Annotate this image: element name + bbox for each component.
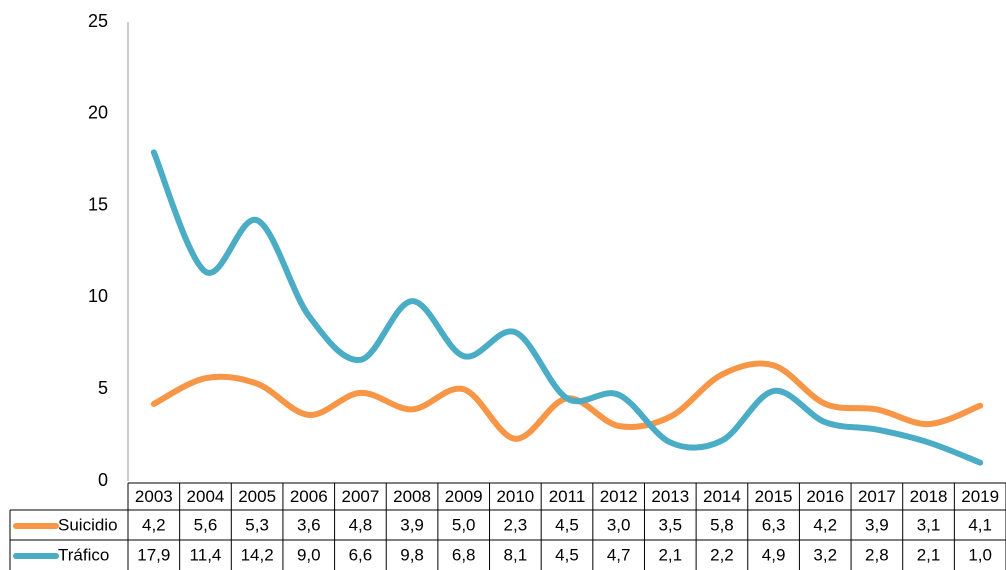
- data-label: 3,2: [813, 545, 837, 564]
- data-label: 11,4: [190, 545, 222, 564]
- x-tick-label: 2011: [549, 487, 586, 506]
- data-label: 4,2: [813, 515, 837, 534]
- y-tick-label: 5: [98, 378, 108, 398]
- x-tick-label: 2018: [910, 487, 948, 506]
- data-label: 2,3: [504, 515, 528, 534]
- data-label: 4,9: [762, 545, 786, 564]
- x-tick-label: 2005: [238, 487, 276, 506]
- x-tick-label: 2004: [187, 487, 225, 506]
- data-label: 14,2: [241, 545, 274, 564]
- legend-label: Tráfico: [58, 545, 109, 564]
- x-tick-label: 2006: [290, 487, 328, 506]
- data-label: 4,5: [555, 545, 579, 564]
- data-label: 17,9: [137, 545, 170, 564]
- data-label: 5,0: [452, 515, 476, 534]
- data-label: 3,9: [865, 515, 889, 534]
- data-label: 9,8: [400, 545, 424, 564]
- data-label: 4,5: [555, 515, 579, 534]
- y-tick-label: 10: [88, 286, 108, 306]
- legend-label: Suicidio: [58, 515, 118, 534]
- y-tick-label: 15: [88, 194, 108, 214]
- data-label: 6,3: [762, 515, 786, 534]
- data-label: 4,2: [142, 515, 166, 534]
- x-tick-label: 2010: [496, 487, 534, 506]
- data-label: 5,6: [194, 515, 218, 534]
- x-tick-label: 2007: [341, 487, 379, 506]
- x-tick-label: 2016: [806, 487, 844, 506]
- data-label: 2,1: [658, 545, 682, 564]
- data-label: 3,6: [297, 515, 321, 534]
- x-tick-label: 2009: [445, 487, 483, 506]
- y-tick-label: 20: [88, 103, 108, 123]
- data-label: 6,6: [349, 545, 373, 564]
- data-label: 3,1: [917, 515, 941, 534]
- data-label: 6,8: [452, 545, 476, 564]
- data-label: 5,8: [710, 515, 734, 534]
- x-tick-label: 2014: [703, 487, 741, 506]
- x-tick-label: 2012: [600, 487, 638, 506]
- data-label: 5,3: [245, 515, 269, 534]
- data-label: 2,8: [865, 545, 889, 564]
- x-tick-label: 2019: [961, 487, 999, 506]
- x-tick-label: 2017: [858, 487, 896, 506]
- data-label: 1,0: [968, 545, 992, 564]
- data-label: 3,5: [658, 515, 682, 534]
- x-tick-label: 2008: [393, 487, 431, 506]
- x-tick-label: 2003: [135, 487, 173, 506]
- x-tick-label: 2015: [755, 487, 793, 506]
- data-label: 9,0: [297, 545, 321, 564]
- data-label: 4,7: [607, 545, 631, 564]
- data-label: 4,1: [968, 515, 992, 534]
- data-label: 2,2: [710, 545, 734, 564]
- series-line: [150, 149, 984, 466]
- x-tick-label: 2013: [651, 487, 689, 506]
- y-tick-label: 25: [88, 11, 108, 31]
- y-tick-label: 0: [98, 470, 108, 490]
- data-label: 2,1: [917, 545, 941, 564]
- data-label: 3,9: [400, 515, 424, 534]
- data-label: 3,0: [607, 515, 631, 534]
- data-label: 4,8: [349, 515, 373, 534]
- data-label: 8,1: [504, 545, 528, 564]
